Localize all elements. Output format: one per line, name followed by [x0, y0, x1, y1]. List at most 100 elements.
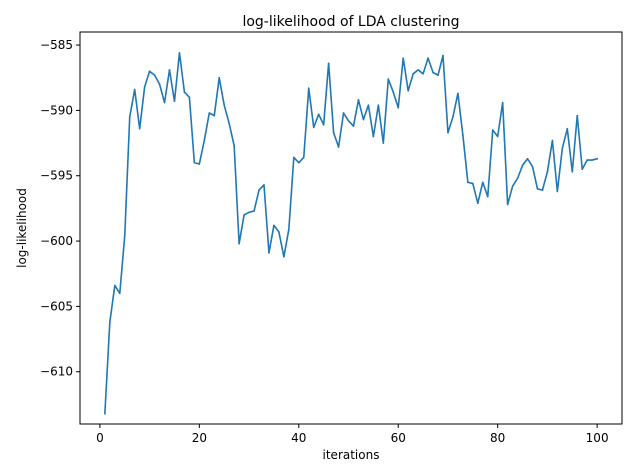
data-point [422, 73, 424, 75]
data-point [133, 88, 136, 91]
data-point [283, 255, 285, 258]
data-point [397, 106, 400, 109]
data-point [526, 157, 529, 160]
data-point [546, 171, 549, 173]
data-point [317, 113, 320, 116]
data-point [576, 114, 579, 117]
data-point [278, 231, 280, 233]
data-point [591, 159, 593, 161]
data-point [148, 70, 151, 72]
data-point [427, 57, 429, 59]
y-tick-label: −605 [40, 299, 73, 313]
data-point [104, 412, 106, 415]
data-point [302, 156, 305, 159]
chart-title: log-likelihood of LDA clustering [242, 14, 459, 30]
data-point [263, 184, 265, 186]
data-point [258, 189, 260, 191]
data-point [163, 101, 166, 104]
data-point [342, 112, 345, 114]
data-point [293, 156, 295, 159]
data-point [143, 86, 146, 88]
data-point [118, 292, 121, 295]
data-point [173, 100, 176, 103]
y-tick-label: −610 [40, 365, 73, 379]
data-point [452, 116, 454, 118]
data-point [312, 126, 315, 129]
data-point [158, 83, 161, 86]
data-point [536, 188, 539, 190]
data-point [109, 321, 111, 323]
data-point [128, 116, 131, 118]
data-point [506, 203, 509, 206]
data-point [223, 104, 225, 106]
data-point [218, 76, 221, 79]
x-tick-label: 0 [96, 431, 104, 445]
data-point [586, 159, 588, 161]
data-point [327, 62, 330, 65]
data-point [188, 96, 191, 99]
data-point [372, 135, 375, 138]
data-point [347, 120, 350, 122]
series-line [104, 52, 599, 415]
data-point [387, 78, 390, 80]
plot-frame [79, 31, 623, 425]
x-axis-ticks: 0 20 40 60 80 100 [96, 424, 609, 445]
data-point [238, 242, 240, 245]
data-point [412, 73, 414, 75]
y-tick-label: −600 [40, 234, 73, 248]
data-point [273, 224, 275, 227]
data-point [357, 99, 360, 101]
data-point [208, 112, 211, 114]
y-axis-ticks: −610 −605 −600 −595 −590 −585 [40, 38, 80, 379]
data-point [407, 90, 409, 92]
data-point [248, 211, 250, 214]
y-tick-label: −585 [40, 38, 73, 52]
data-point [486, 195, 489, 198]
data-point [367, 104, 370, 106]
data-point [123, 235, 126, 237]
data-point [193, 161, 196, 164]
data-point [352, 125, 355, 127]
data-point [531, 165, 534, 168]
data-point [268, 252, 270, 254]
data-point [457, 92, 459, 95]
series-layer [104, 52, 599, 415]
x-tick-label: 20 [192, 431, 207, 445]
data-point [516, 177, 519, 180]
data-point [198, 163, 201, 165]
data-point [138, 127, 141, 130]
data-point [203, 139, 206, 142]
data-point [477, 202, 479, 204]
data-point [432, 71, 434, 74]
data-point [253, 210, 255, 212]
data-point [442, 54, 444, 57]
data-point [551, 139, 554, 142]
y-tick-label: −590 [40, 103, 73, 117]
data-point [168, 69, 171, 71]
data-point [402, 57, 405, 59]
data-point [596, 157, 598, 160]
data-point [178, 52, 181, 54]
data-point [491, 129, 494, 131]
data-point [496, 135, 499, 138]
data-point [322, 123, 325, 126]
data-point [297, 161, 300, 164]
data-point [571, 171, 574, 173]
data-point [511, 185, 514, 187]
data-point [332, 131, 335, 134]
data-point [561, 147, 564, 150]
x-axis-label: iterations [323, 448, 380, 462]
data-point [581, 168, 584, 170]
x-tick-label: 60 [391, 431, 406, 445]
data-point [501, 101, 504, 104]
data-point [288, 228, 290, 231]
y-tick-label: −595 [40, 169, 73, 183]
y-axis-label: log-likelihood [15, 188, 29, 268]
data-point [392, 91, 395, 93]
data-point [153, 74, 156, 76]
data-point [437, 74, 439, 76]
data-point [337, 146, 340, 148]
data-point [521, 164, 524, 167]
